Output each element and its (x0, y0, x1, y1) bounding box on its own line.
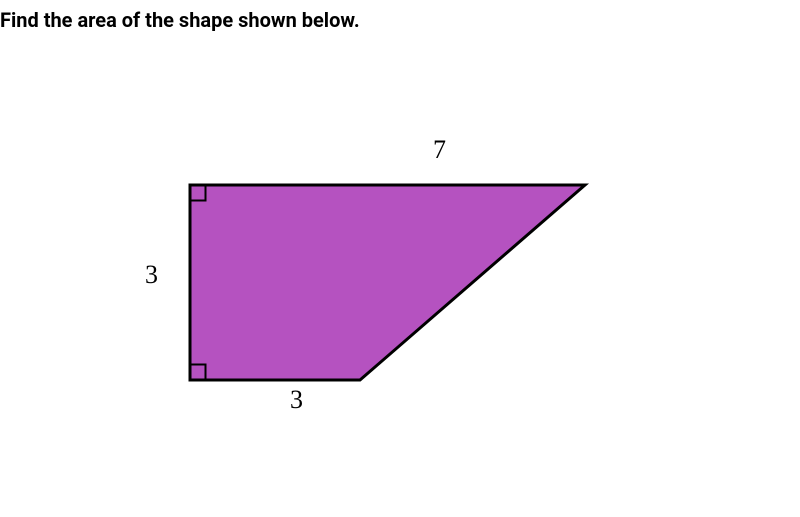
question-prompt: Find the area of the shape shown below. (0, 0, 800, 32)
dimension-label-left: 3 (145, 260, 158, 290)
geometry-diagram: 7 3 3 (185, 180, 635, 460)
trapezoid-shape (185, 180, 605, 400)
trapezoid-polygon (190, 185, 585, 380)
dimension-label-top: 7 (433, 135, 446, 165)
dimension-label-bottom: 3 (290, 385, 303, 415)
